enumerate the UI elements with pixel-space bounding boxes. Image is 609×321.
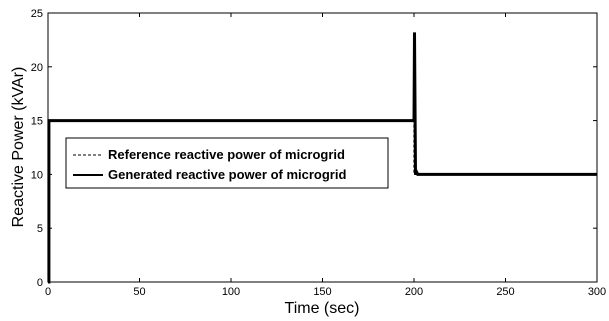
x-tick-label: 250 <box>496 286 514 298</box>
legend-label-generated: Generated reactive power of microgrid <box>108 167 346 182</box>
y-tick-label: 10 <box>31 169 43 181</box>
y-tick-label: 0 <box>37 277 43 289</box>
legend: Reference reactive power of microgrid Ge… <box>65 137 389 189</box>
y-axis-ticks: 0 5 10 15 20 25 <box>31 8 597 289</box>
x-tick-label: 50 <box>133 286 145 298</box>
x-axis-ticks: 0 50 100 150 200 250 300 <box>45 13 606 298</box>
legend-box <box>65 137 389 189</box>
y-tick-label: 25 <box>31 8 43 20</box>
x-tick-label: 150 <box>313 286 331 298</box>
y-tick-label: 5 <box>37 223 43 235</box>
x-tick-label: 0 <box>45 286 51 298</box>
x-tick-label: 100 <box>222 286 240 298</box>
y-tick-label: 15 <box>31 116 43 128</box>
y-axis-label: Reactive Power (kVAr) <box>10 67 27 228</box>
x-axis-label: Time (sec) <box>285 300 360 317</box>
x-tick-label: 300 <box>588 286 606 298</box>
legend-label-reference: Reference reactive power of microgrid <box>108 147 345 162</box>
x-tick-label: 200 <box>405 286 423 298</box>
y-tick-label: 20 <box>31 62 43 74</box>
